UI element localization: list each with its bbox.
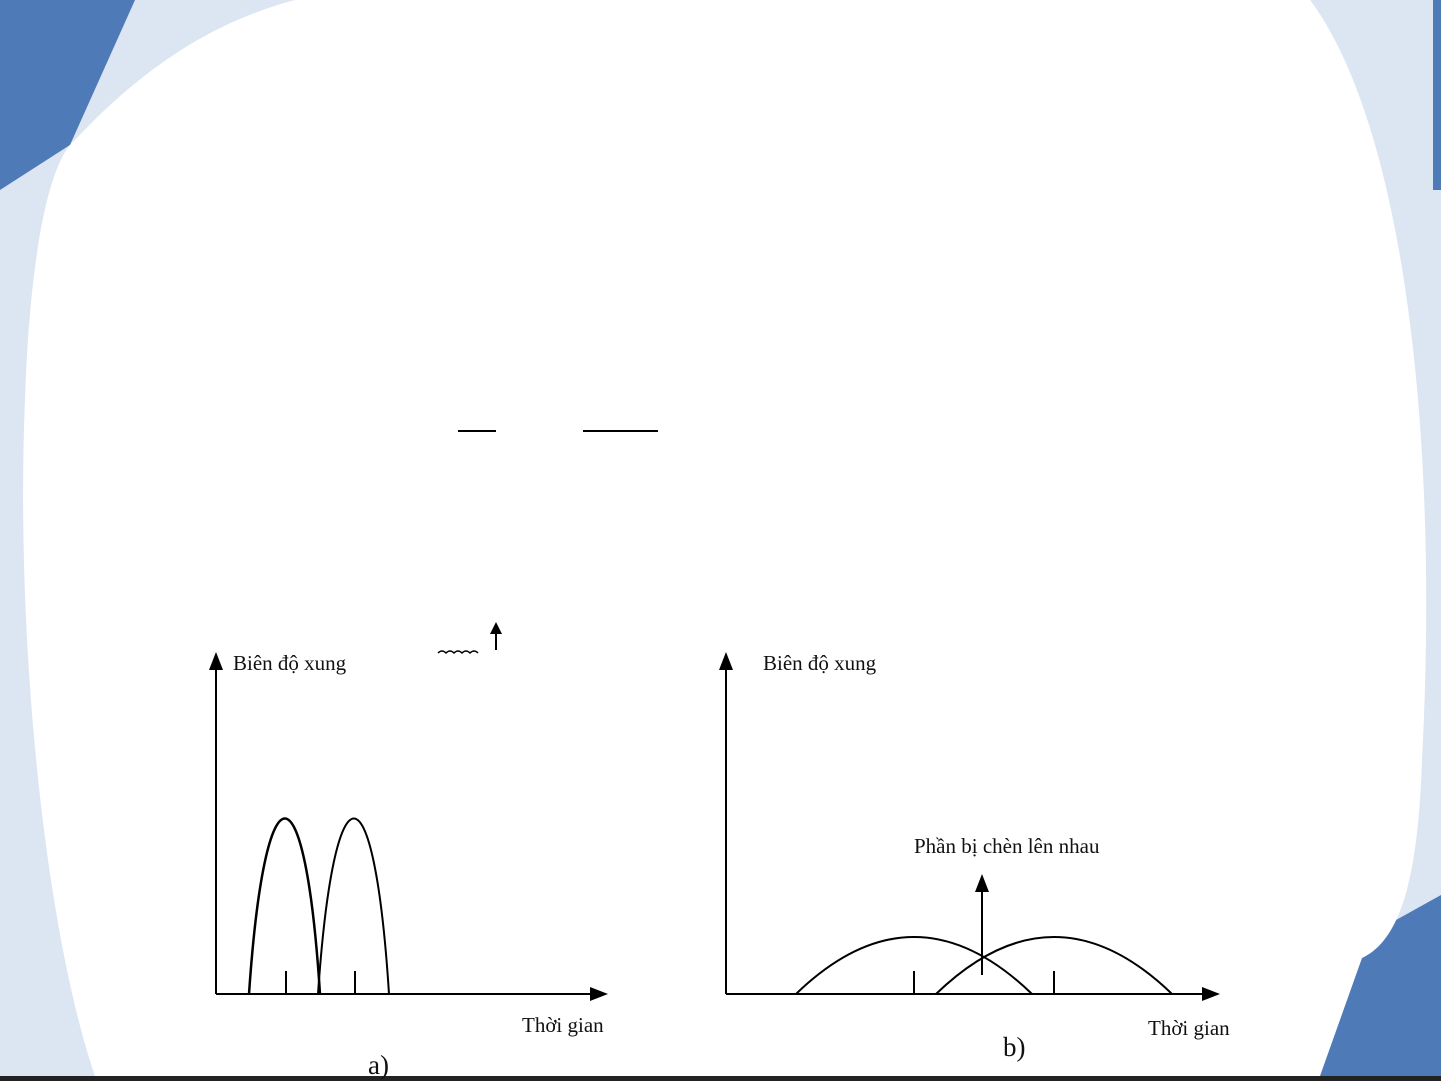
diagram-a: Biên độ xung Thời gian a) [209, 651, 608, 1080]
diagram-b-caption: b) [1003, 1032, 1026, 1062]
diagram-b-overlap-label: Phần bị chèn lên nhau [914, 834, 1100, 858]
diagram-a-pulse-2 [317, 817, 390, 995]
stray-text-fragment [437, 650, 479, 655]
bottom-right-accent [1300, 895, 1441, 1081]
diagram-b-y-label: Biên độ xung [763, 651, 877, 675]
diagram-a-y-arrow [209, 652, 223, 670]
diagram-a-x-arrow [590, 987, 608, 1001]
diagram-b-pulse-1 [795, 936, 1033, 995]
diagram-b: Phần bị chèn lên nhau Biên độ xung Thời … [719, 651, 1230, 1062]
diagram-b-y-arrow [719, 652, 733, 670]
diagram-a-caption: a) [368, 1050, 389, 1080]
diagram-b-pulse-2 [935, 936, 1173, 995]
diagram-a-y-label: Biên độ xung [233, 651, 347, 675]
diagram-b-x-arrow [1202, 987, 1220, 1001]
stray-arrow-head [490, 622, 502, 634]
right-edge-accent [1433, 0, 1441, 190]
overlap-pointer-arrow [975, 874, 989, 892]
diagram-a-pulse-1 [247, 817, 322, 995]
diagram-b-x-label: Thời gian [1148, 1016, 1230, 1040]
top-left-accent [0, 0, 135, 190]
diagram-a-x-label: Thời gian [522, 1013, 604, 1037]
bottom-border [0, 1076, 1441, 1081]
content-panel [23, 0, 1427, 1076]
